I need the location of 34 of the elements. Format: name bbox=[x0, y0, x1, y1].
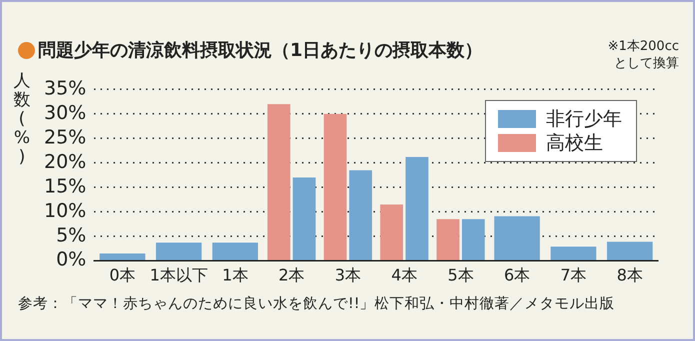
bar bbox=[606, 242, 653, 260]
y-tick-label: 35% bbox=[44, 77, 86, 100]
legend-label: 非行少年 bbox=[546, 107, 622, 132]
y-tick-label: 10% bbox=[44, 200, 86, 222]
y-tick-label: 30% bbox=[44, 102, 86, 124]
text: 参考：「ママ！赤ちゃんのために良い水を飲んで!!」松下和弘・中村徹著／メタモル出版 bbox=[18, 294, 615, 313]
bar bbox=[267, 104, 290, 260]
bar bbox=[324, 114, 347, 260]
bar bbox=[380, 204, 404, 260]
x-tick-label: 2本 bbox=[278, 266, 305, 285]
x-tick-label: 0本 bbox=[109, 266, 136, 285]
x-tick-label: 3本 bbox=[334, 266, 362, 285]
x-tick-label: 1本以下 bbox=[150, 266, 208, 285]
x-tick-label: 7本 bbox=[560, 266, 587, 285]
y-tick-label: 20% bbox=[44, 150, 86, 173]
text: ※1本200cc として換算 bbox=[608, 38, 679, 72]
bar bbox=[212, 242, 258, 260]
y-tick-label: 5% bbox=[56, 224, 86, 246]
x-tick-label: 4本 bbox=[391, 266, 418, 285]
bar bbox=[436, 219, 460, 260]
chart-title: 問題少年の清涼飲料摂取状況（1日あたりの摂取本数） bbox=[38, 39, 483, 62]
y-axis-title: 人数(%) bbox=[12, 71, 32, 167]
x-tick-label: 1本 bbox=[222, 266, 248, 285]
bar bbox=[494, 216, 540, 260]
bar bbox=[550, 246, 596, 260]
y-tick-label: 15% bbox=[44, 175, 86, 198]
y-tick-label: 25% bbox=[44, 126, 86, 148]
legend-label: 高校生 bbox=[546, 131, 603, 156]
bar bbox=[100, 253, 146, 260]
bar bbox=[156, 242, 202, 260]
x-tick-label: 8本 bbox=[616, 266, 643, 285]
x-tick-label: 6本 bbox=[504, 266, 530, 285]
y-tick-label: 0% bbox=[56, 248, 86, 271]
x-tick-label: 5本 bbox=[448, 266, 474, 285]
